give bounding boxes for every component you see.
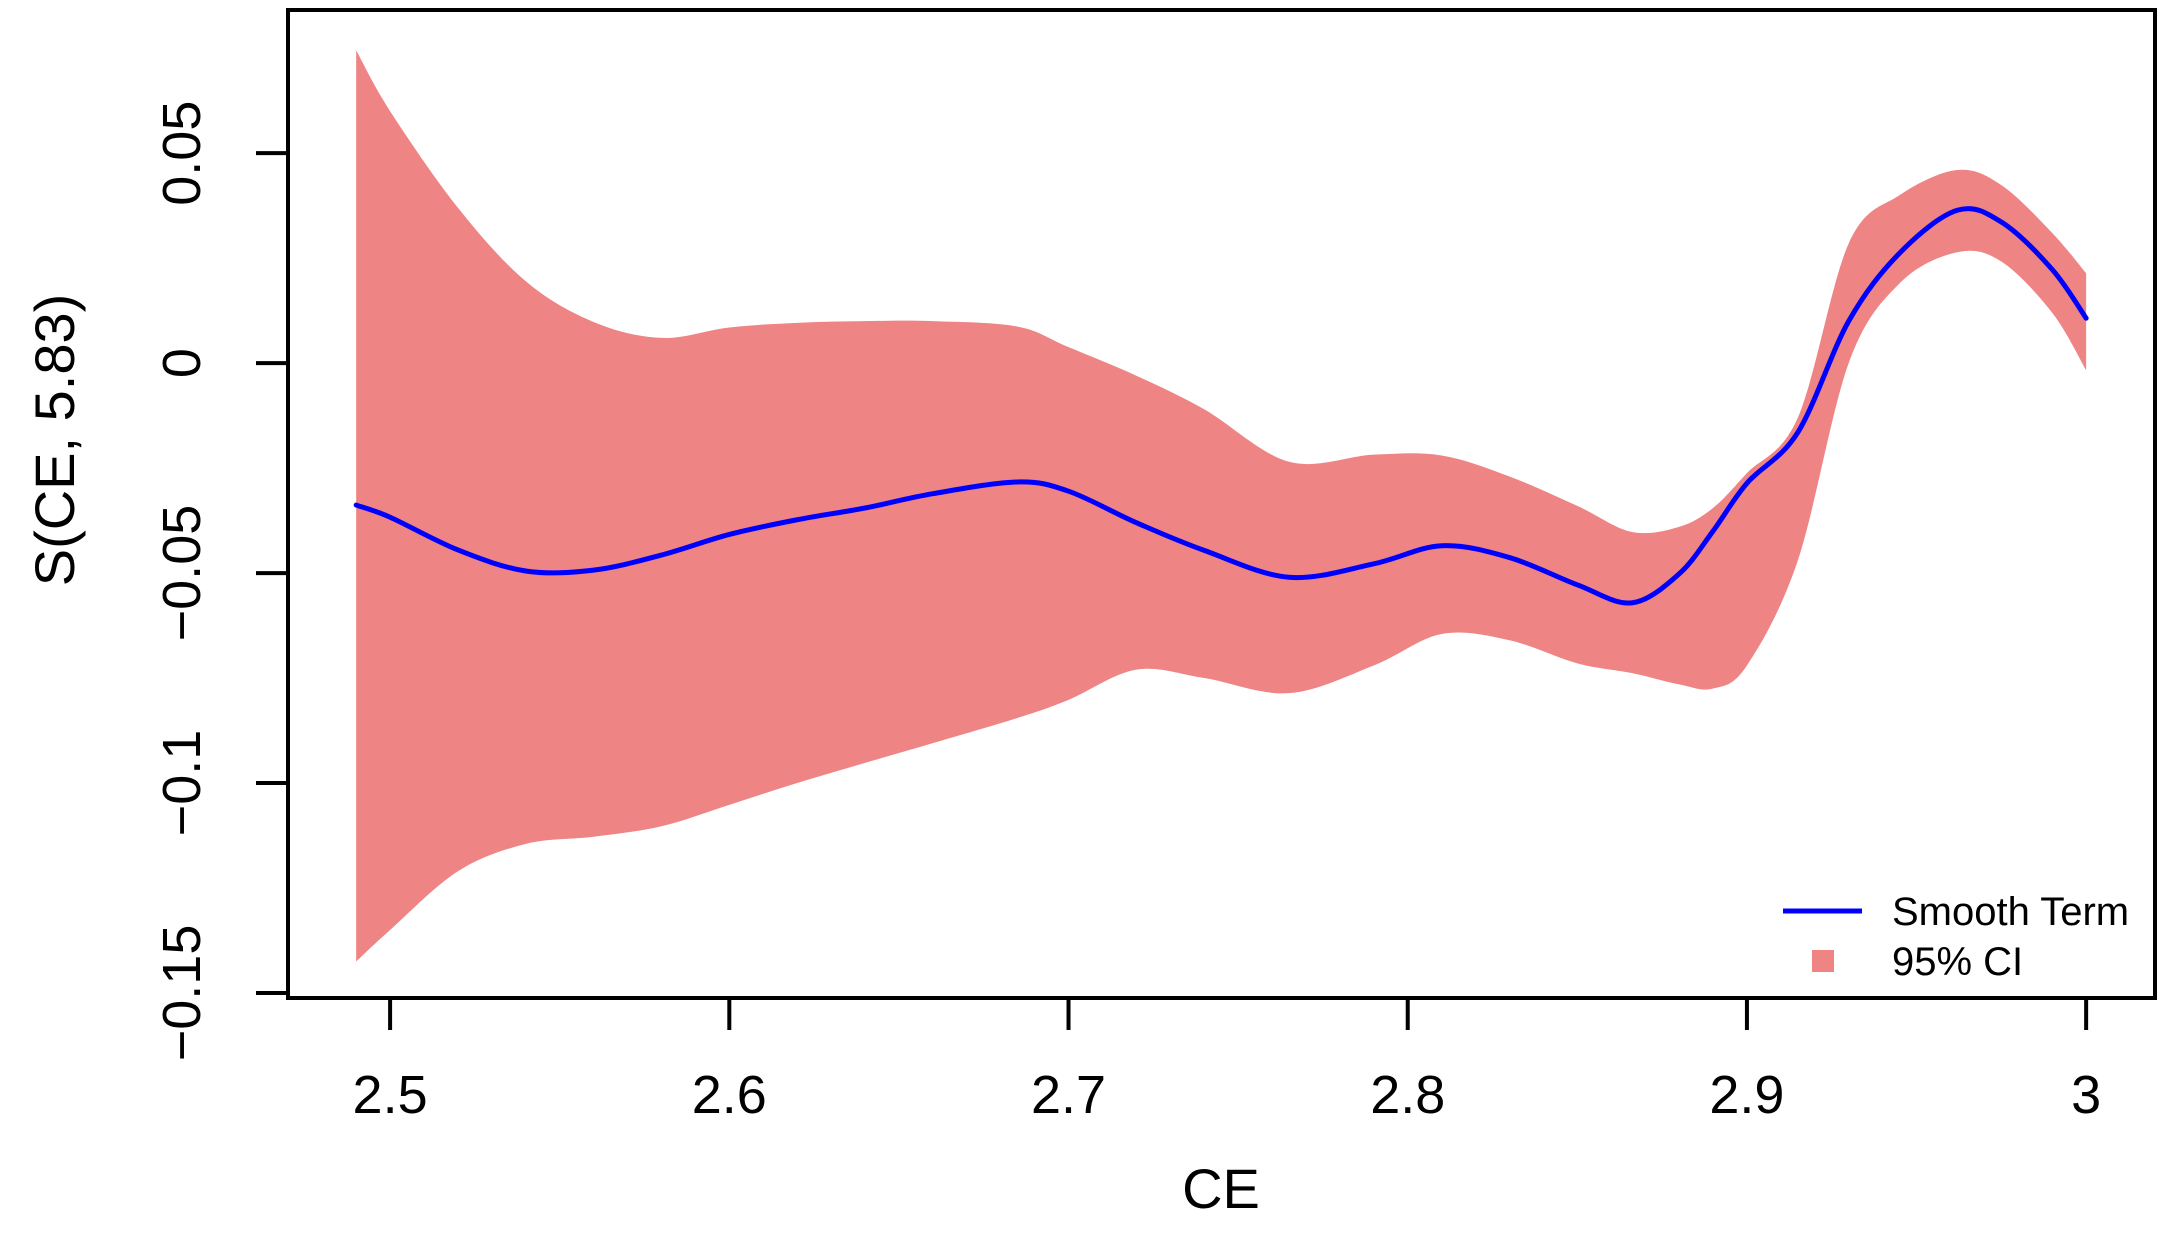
y-tick-label: 0 [152,348,212,378]
x-tick-label: 2.9 [1709,1065,1784,1125]
legend: Smooth Term 95% CI [1783,890,2129,984]
x-tick-label: 2.7 [1031,1065,1106,1125]
legend-ci-square-swatch [1812,950,1834,972]
ci-band [356,50,2087,962]
legend-smooth-label: Smooth Term [1892,890,2129,934]
y-axis: 0.05 0 −0.05 −0.1 −0.15 [152,101,288,1062]
x-axis-title: CE [1182,1157,1260,1220]
x-tick-label: 2.6 [692,1065,767,1125]
x-axis: 2.5 2.6 2.7 2.8 2.9 3 [353,998,2101,1125]
x-tick-label: 3 [2071,1065,2101,1125]
y-tick-label: −0.05 [152,505,212,642]
y-axis-title: S(CE, 5.83) [23,294,86,587]
legend-ci-label: 95% CI [1892,940,2023,984]
plot-border [286,8,2157,1000]
x-tick-label: 2.5 [353,1065,428,1125]
y-tick-label: 0.05 [152,101,212,206]
y-tick-label: −0.1 [152,730,212,837]
y-tick-label: −0.15 [152,925,212,1062]
smooth-line [353,206,2089,606]
x-tick-label: 2.8 [1370,1065,1445,1125]
